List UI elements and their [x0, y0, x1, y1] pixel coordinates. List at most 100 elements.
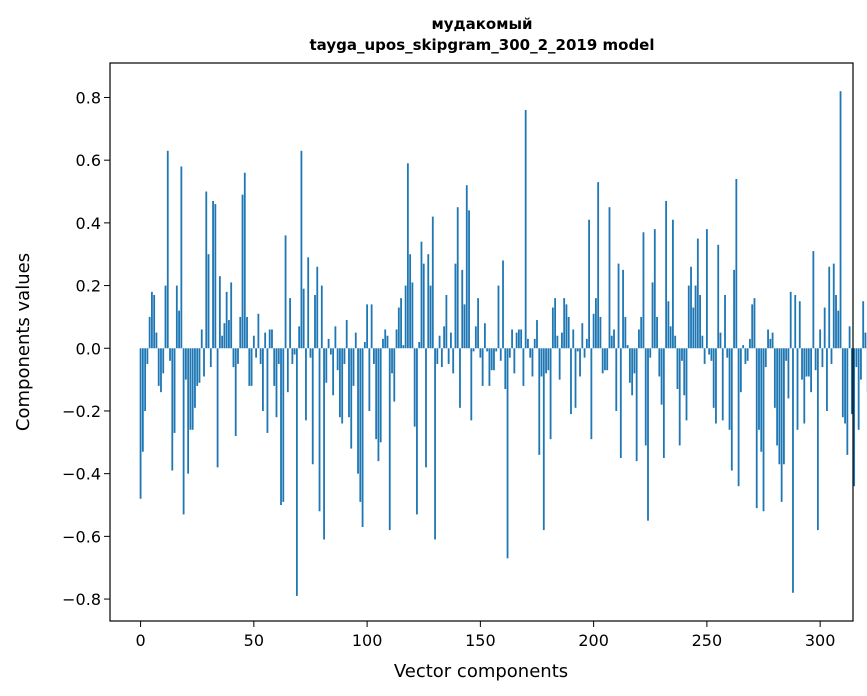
- bar: [173, 348, 176, 433]
- bar: [556, 335, 559, 349]
- bar: [502, 260, 504, 349]
- bar: [336, 348, 339, 371]
- bar: [164, 285, 167, 349]
- bar: [178, 310, 180, 349]
- bar: [640, 316, 643, 349]
- bar: [341, 348, 344, 424]
- bar: [241, 194, 244, 349]
- bar: [391, 348, 393, 374]
- bar: [486, 348, 489, 352]
- bar: [574, 348, 577, 408]
- bar: [717, 244, 720, 349]
- bar: [182, 348, 185, 515]
- bar: [805, 348, 808, 377]
- bar: [606, 348, 609, 371]
- bar: [529, 348, 532, 358]
- bar: [506, 348, 509, 559]
- bar: [404, 285, 407, 349]
- bar: [504, 348, 507, 390]
- bar: [841, 348, 844, 418]
- bar: [517, 329, 520, 349]
- bar: [286, 348, 289, 393]
- bar: [189, 348, 192, 430]
- bar: [780, 348, 783, 502]
- bar: [307, 257, 310, 349]
- bar: [520, 329, 523, 349]
- bar: [228, 320, 230, 349]
- bar: [248, 348, 251, 386]
- bar: [293, 348, 296, 355]
- bar: [311, 348, 314, 465]
- bar: [402, 345, 405, 349]
- bar: [318, 348, 321, 512]
- bar: [495, 348, 498, 352]
- bar: [411, 282, 414, 349]
- bar: [631, 348, 634, 396]
- bar: [406, 163, 409, 349]
- bar: [397, 307, 400, 349]
- bar: [638, 329, 640, 349]
- bar: [216, 348, 219, 468]
- bar: [266, 348, 269, 433]
- bar: [277, 348, 280, 364]
- bar: [545, 348, 547, 374]
- bar: [359, 348, 362, 502]
- bar: [334, 326, 337, 349]
- bar: [499, 348, 502, 361]
- bar: [329, 348, 332, 355]
- bar: [821, 348, 824, 368]
- bar: [749, 338, 751, 349]
- bar: [803, 348, 806, 424]
- bar: [710, 348, 713, 361]
- bar: [273, 348, 276, 386]
- bar: [767, 329, 769, 349]
- bar: [760, 348, 763, 452]
- bar: [656, 316, 658, 349]
- bar: [345, 320, 348, 349]
- bar: [474, 326, 477, 349]
- bar: [162, 348, 165, 374]
- y-tick-label: 0.4: [76, 214, 101, 233]
- chart-title: мудакомый: [431, 15, 532, 33]
- bar: [375, 348, 378, 440]
- bar: [282, 348, 285, 502]
- bar: [262, 348, 264, 411]
- bar: [769, 338, 772, 349]
- bar: [184, 348, 187, 380]
- y-tick-label: 0.8: [76, 88, 101, 107]
- bar: [447, 348, 450, 364]
- bar: [588, 219, 590, 349]
- bar: [563, 298, 566, 349]
- bar: [540, 348, 543, 377]
- bar: [669, 326, 672, 349]
- bar: [160, 348, 162, 393]
- bar: [839, 91, 842, 349]
- bar: [846, 348, 849, 455]
- bar: [198, 348, 201, 383]
- bar: [667, 301, 670, 349]
- bar: [764, 348, 767, 368]
- bar: [454, 263, 457, 349]
- bar: [647, 348, 649, 521]
- bar: [221, 335, 224, 349]
- bar: [481, 348, 484, 386]
- axis-ticks: 0 50 100 150 200 250 300 −0.8 −0.6 −0.4 −0.2 0.0 0.2…: [62, 88, 835, 650]
- bar: [794, 294, 797, 349]
- bar: [542, 348, 545, 531]
- bar: [379, 348, 382, 443]
- bar: [141, 348, 144, 452]
- bar: [268, 329, 271, 349]
- bar: [771, 332, 774, 349]
- bar: [826, 348, 828, 411]
- bar: [144, 348, 147, 411]
- bar: [597, 182, 600, 349]
- bar: [832, 263, 835, 349]
- bar: [694, 285, 697, 349]
- bar: [735, 178, 738, 349]
- bar: [864, 332, 867, 349]
- bar: [601, 348, 604, 374]
- bar: [239, 316, 242, 349]
- bar: [151, 291, 153, 349]
- bar: [721, 348, 724, 421]
- bar: [635, 348, 638, 462]
